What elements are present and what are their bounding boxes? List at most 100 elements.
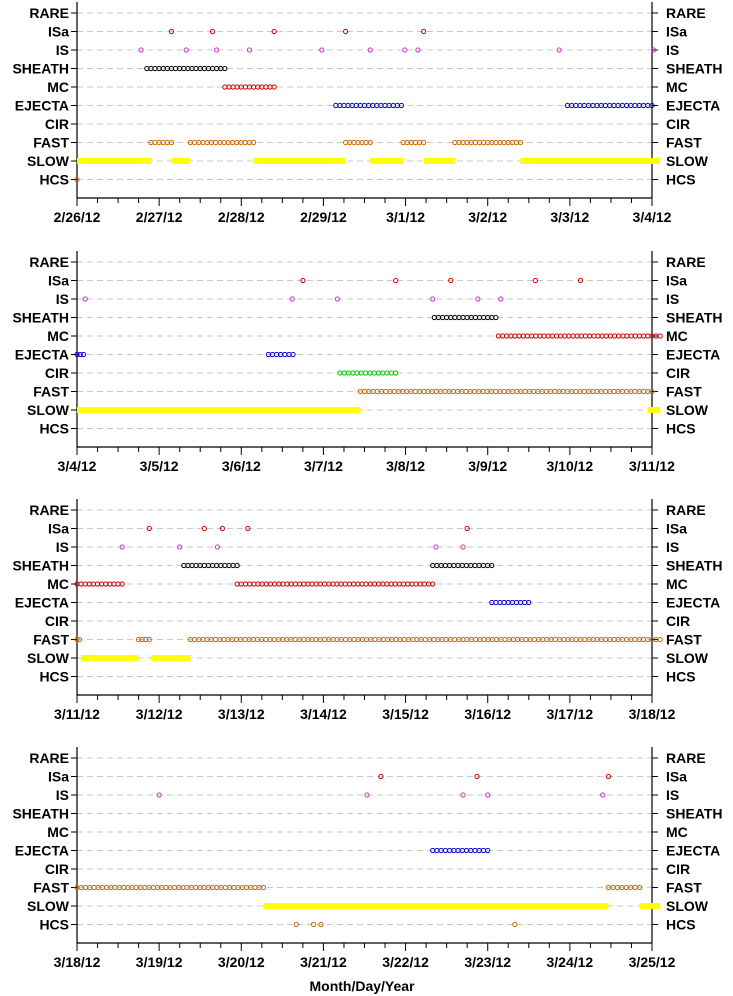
is-point-marker bbox=[82, 296, 88, 302]
ejecta-span-marker bbox=[649, 102, 655, 109]
category-label-right-is: IS bbox=[666, 787, 679, 803]
fast-span-marker bbox=[82, 884, 89, 891]
x-tick-label: 2/29/12 bbox=[300, 209, 347, 225]
ejecta-span-marker bbox=[522, 599, 528, 606]
is-point-marker bbox=[156, 792, 162, 798]
is-point-marker bbox=[119, 544, 125, 550]
fast-span-marker bbox=[517, 139, 524, 146]
category-label-right-is: IS bbox=[666, 291, 679, 307]
slow-span bbox=[77, 158, 151, 164]
sheath-span-marker bbox=[222, 562, 228, 569]
x-tick-label: 3/25/12 bbox=[629, 954, 676, 970]
fast-span-marker bbox=[582, 636, 588, 643]
category-label-right-sheath: SHEATH bbox=[666, 310, 723, 326]
ejecta-span-marker bbox=[472, 847, 478, 854]
category-label-right-isa: ISa bbox=[666, 769, 687, 785]
fast-span-marker bbox=[412, 139, 419, 146]
sheath-span-marker bbox=[493, 314, 499, 321]
fast-span-marker bbox=[632, 884, 638, 891]
fast-span-marker bbox=[362, 388, 368, 395]
fast-span-marker bbox=[242, 636, 248, 643]
category-label-left-ejecta: EJECTA bbox=[15, 347, 69, 363]
ejecta-span-marker bbox=[442, 847, 448, 854]
is-point-marker bbox=[364, 792, 370, 798]
ejecta-span-marker bbox=[77, 351, 83, 358]
slow-span bbox=[647, 407, 661, 413]
is-point-marker bbox=[475, 296, 481, 302]
isa-point-marker bbox=[532, 277, 538, 284]
category-label-right-hcs: HCS bbox=[666, 669, 696, 685]
category-label-left-isa: ISa bbox=[48, 24, 69, 40]
isa-point-marker bbox=[343, 28, 349, 35]
category-label-right-isa: ISa bbox=[666, 24, 687, 40]
sheath-span-marker bbox=[472, 562, 478, 569]
x-tick-label: 3/16/12 bbox=[464, 706, 511, 722]
is-point-marker bbox=[556, 47, 562, 53]
category-label-left-rare: RARE bbox=[29, 502, 69, 518]
ejecta-span-marker bbox=[398, 102, 405, 109]
category-label-left-hcs: HCS bbox=[39, 669, 69, 685]
is-point-marker bbox=[430, 296, 436, 302]
category-label-right-is: IS bbox=[666, 42, 679, 58]
panel-4: RARE RARE ISa ISa IS IS SHEATH SHEATH MC MC EJECTA… bbox=[12, 747, 723, 970]
category-label-right-fast: FAST bbox=[666, 632, 702, 648]
category-label-left-mc: MC bbox=[47, 79, 69, 95]
x-tick-label: 3/9/12 bbox=[468, 458, 507, 474]
ejecta-span-marker bbox=[382, 102, 388, 109]
category-label-right-isa: ISa bbox=[666, 273, 687, 289]
category-label-right-rare: RARE bbox=[666, 5, 706, 21]
is-point-marker bbox=[433, 544, 439, 550]
category-label-left-slow: SLOW bbox=[27, 153, 70, 169]
slow-span bbox=[370, 158, 404, 164]
panel-1: RARE RARE ISa ISa IS IS SHEATH SHEATH MC MC EJECTA… bbox=[12, 2, 723, 225]
fast-span-marker bbox=[322, 636, 328, 643]
fast-span-marker bbox=[74, 636, 80, 643]
hcs-point-marker bbox=[74, 176, 80, 183]
category-label-right-slow: SLOW bbox=[666, 898, 709, 914]
isa-point-marker bbox=[300, 277, 306, 284]
ejecta-span-marker bbox=[526, 599, 532, 606]
category-label-right-mc: MC bbox=[666, 328, 688, 344]
is-point-marker bbox=[651, 47, 657, 53]
category-label-right-hcs: HCS bbox=[666, 172, 696, 188]
ejecta-span-marker bbox=[602, 102, 609, 109]
isa-point-marker bbox=[219, 525, 225, 532]
category-label-left-slow: SLOW bbox=[27, 898, 70, 914]
is-point-marker bbox=[319, 47, 325, 53]
x-tick-label: 3/2/12 bbox=[468, 209, 507, 225]
isa-point-marker bbox=[146, 525, 152, 532]
sheath-span-marker bbox=[234, 562, 240, 569]
fast-span-marker bbox=[112, 884, 118, 891]
category-label-right-ejecta: EJECTA bbox=[666, 595, 720, 611]
slow-span bbox=[81, 655, 139, 661]
category-label-left-ejecta: EJECTA bbox=[15, 595, 69, 611]
x-tick-label: 3/18/12 bbox=[54, 954, 101, 970]
is-point-marker bbox=[289, 296, 295, 302]
category-label-right-mc: MC bbox=[666, 79, 688, 95]
isa-point-marker bbox=[448, 277, 454, 284]
panel-2: RARE RARE ISa ISa IS IS SHEATH SHEATH MC MC EJECTA… bbox=[12, 251, 723, 474]
category-label-right-cir: CIR bbox=[666, 613, 690, 629]
category-label-right-fast: FAST bbox=[666, 880, 702, 896]
isa-point-marker bbox=[378, 773, 384, 780]
fast-span-marker bbox=[657, 636, 663, 643]
slow-span bbox=[263, 903, 609, 909]
category-label-left-rare: RARE bbox=[29, 254, 69, 270]
mc-span-marker bbox=[242, 84, 248, 90]
fast-span-marker bbox=[146, 636, 152, 643]
x-tick-label: 2/28/12 bbox=[218, 209, 265, 225]
fast-span-marker bbox=[552, 388, 558, 395]
x-tick-label: 3/7/12 bbox=[304, 458, 343, 474]
category-label-right-fast: FAST bbox=[666, 384, 702, 400]
isa-point-marker bbox=[577, 277, 584, 284]
isa-point-marker bbox=[271, 28, 277, 35]
isa-point-marker bbox=[168, 28, 175, 35]
category-label-left-hcs: HCS bbox=[39, 421, 69, 437]
fast-span-marker bbox=[136, 636, 142, 643]
fast-span-marker bbox=[242, 139, 248, 146]
x-tick-label: 3/22/12 bbox=[382, 954, 429, 970]
hcs-point-marker bbox=[512, 921, 518, 928]
mc-span-marker bbox=[119, 581, 125, 587]
mc-span-marker bbox=[272, 581, 278, 587]
